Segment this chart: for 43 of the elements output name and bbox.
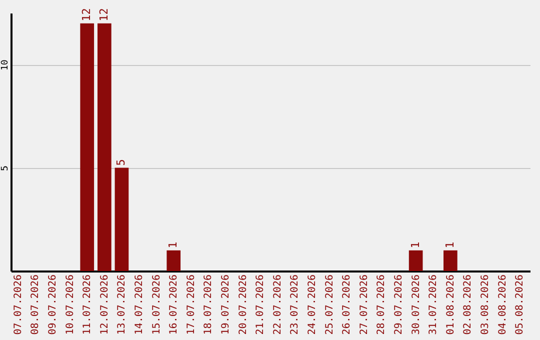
data-label: 12	[97, 8, 110, 22]
x-tick-label: 19.07.2026	[220, 274, 232, 335]
x-tick-label: 02.08.2026	[462, 274, 474, 335]
x-tick-label: 24.07.2026	[307, 274, 318, 335]
x-tick-label: 14.07.2026	[134, 274, 146, 335]
x-tick-label: 30.07.2026	[410, 274, 422, 335]
bar	[80, 23, 94, 271]
x-tick-label: 15.07.2026	[151, 274, 162, 335]
x-tick-label: 10.07.2026	[64, 274, 76, 335]
data-label: 1	[166, 242, 180, 248]
x-tick-label: 22.07.2026	[272, 274, 284, 335]
x-tick-label: 11.07.2026	[82, 274, 94, 335]
x-tick-label: 05.08.2026	[514, 274, 526, 335]
bar	[98, 23, 112, 271]
x-tick-label: 28.07.2026	[376, 274, 388, 335]
x-tick-label: 01.08.2026	[445, 274, 456, 335]
x-tick-label: 08.07.2026	[30, 274, 42, 335]
bar	[408, 250, 423, 271]
x-tick-label: 20.07.2026	[238, 274, 249, 335]
bar	[114, 168, 129, 271]
x-tick-label: 23.07.2026	[290, 274, 301, 335]
data-label: 1	[408, 242, 422, 248]
x-tick-label: 27.07.2026	[358, 274, 370, 335]
x-tick-label: 29.07.2026	[394, 274, 405, 335]
x-tick-label: 07.07.2026	[12, 274, 24, 335]
x-tick-label: 17.07.2026	[186, 274, 197, 335]
data-label: 5	[114, 159, 128, 166]
x-tick-label: 09.07.2026	[48, 274, 59, 335]
x-tick-label: 25.07.2026	[324, 274, 336, 335]
x-tick-label: 16.07.2026	[168, 274, 180, 335]
bar	[166, 250, 181, 271]
x-tick-label: 21.07.2026	[255, 274, 266, 335]
y-tick-label: 10	[0, 60, 10, 71]
x-tick-label: 12.07.2026	[99, 274, 110, 335]
x-tick-label: 26.07.2026	[342, 274, 353, 335]
x-tick-label: 13.07.2026	[116, 274, 128, 335]
x-tick-label: 31.07.2026	[428, 274, 440, 335]
x-tick-label: 03.08.2026	[480, 274, 492, 335]
data-label: 1	[443, 242, 456, 248]
x-tick-label: 04.08.2026	[497, 274, 508, 335]
data-label: 12	[80, 8, 94, 22]
bar	[444, 250, 458, 271]
x-tick-label: 18.07.2026	[203, 274, 214, 335]
